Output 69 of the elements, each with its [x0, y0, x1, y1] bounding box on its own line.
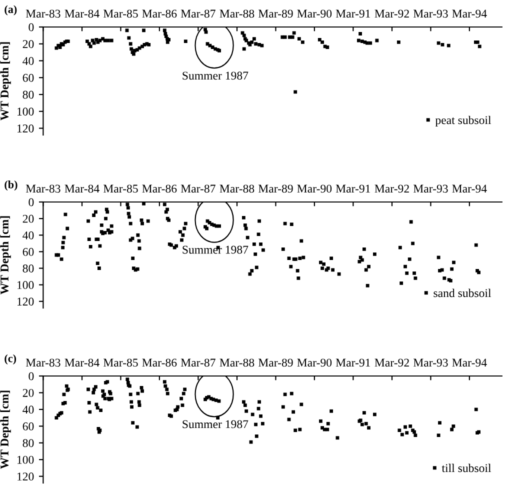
y-tick-label: 100 [17, 456, 34, 464]
y-tick-label: 40 [22, 56, 34, 65]
y-tick-label: 20 [22, 214, 34, 223]
y-tick-label: 0 [28, 372, 34, 380]
x-tick-label: Mar-86 [142, 10, 177, 18]
y-tick-label: 60 [22, 248, 34, 256]
x-tick-label: Mar-84 [64, 10, 100, 18]
x-tick-label: Mar-89 [258, 358, 293, 367]
y-tick-label: 60 [22, 74, 34, 82]
y-tick-label: 40 [22, 231, 34, 240]
x-tick-label: Mar-93 [413, 184, 448, 193]
x-tick-label: Mar-91 [336, 184, 370, 193]
chart-title: (a) [4, 5, 17, 16]
x-tick-label: Mar-87 [180, 10, 216, 18]
chart-title: (b) [4, 180, 18, 191]
annotation: Summer 1987 [182, 246, 248, 254]
x-tick-label: Mar-92 [374, 184, 409, 193]
chart-title: (c) [4, 354, 16, 364]
annotation: Summer 1987 [182, 72, 248, 80]
x-tick-label: Mar-87 [180, 358, 216, 367]
x-tick-label: Mar-94 [452, 358, 487, 367]
x-tick-label: Mar-94 [452, 10, 487, 18]
x-tick-label: Mar-84 [64, 184, 100, 193]
y-tick-label: 0 [28, 198, 34, 206]
x-tick-label: Mar-94 [452, 184, 487, 193]
x-tick-label: Mar-89 [258, 10, 293, 18]
x-tick-label: Mar-85 [103, 184, 138, 193]
legend-label: peat subsoil [435, 116, 492, 127]
x-tick-label: Mar-88 [220, 184, 254, 193]
y-tick-label: 60 [22, 422, 34, 430]
x-tick-label: Mar-90 [297, 358, 332, 367]
x-tick-label: Mar-83 [26, 358, 60, 367]
y-tick-label: 120 [17, 472, 34, 481]
x-tick-label: Mar-91 [336, 358, 370, 367]
y-tick-label: 80 [22, 439, 34, 448]
y-tick-label: 0 [28, 23, 34, 32]
y-tick-label: 100 [17, 108, 34, 116]
x-tick-label: Mar-83 [26, 10, 60, 18]
x-tick-label: Mar-86 [142, 184, 177, 193]
x-tick-label: Mar-87 [180, 184, 216, 193]
x-tick-label: Mar-92 [374, 358, 409, 367]
x-tick-label: Mar-93 [413, 10, 448, 18]
y-axis-title: WT Depth [cm] [0, 216, 11, 294]
x-tick-label: Mar-88 [220, 358, 254, 367]
x-tick-label: Mar-89 [258, 184, 293, 193]
x-tick-label: Mar-88 [220, 10, 254, 18]
x-tick-label: Mar-90 [297, 184, 332, 193]
x-tick-label: Mar-91 [336, 10, 370, 18]
y-tick-label: 80 [22, 90, 34, 99]
x-tick-label: Mar-85 [103, 10, 138, 18]
x-tick-label: Mar-86 [142, 358, 177, 367]
y-tick-label: 20 [22, 388, 34, 397]
x-tick-label: Mar-84 [64, 358, 100, 367]
x-tick-label: Mar-90 [297, 10, 332, 18]
annotation: Summer 1987 [182, 420, 248, 428]
y-tick-label: 120 [17, 124, 34, 132]
legend-label: till subsoil [442, 464, 492, 472]
x-tick-label: Mar-83 [26, 184, 60, 193]
legend-label: sand subsoil [434, 288, 492, 298]
y-axis-title: WT Depth [cm] [0, 42, 11, 120]
x-tick-label: Mar-92 [374, 10, 409, 18]
y-tick-label: 100 [17, 281, 34, 290]
y-tick-label: 20 [22, 40, 34, 48]
y-tick-label: 40 [22, 406, 34, 414]
x-tick-label: Mar-93 [413, 358, 448, 367]
y-tick-label: 120 [17, 298, 34, 306]
y-axis-title: WT Depth [cm] [0, 390, 11, 469]
x-tick-label: Mar-85 [103, 358, 138, 367]
y-tick-label: 80 [22, 264, 34, 272]
